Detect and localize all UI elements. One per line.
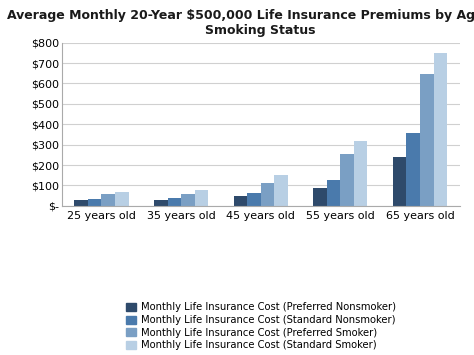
Legend: Monthly Life Insurance Cost (Preferred Nonsmoker), Monthly Life Insurance Cost (: Monthly Life Insurance Cost (Preferred N…	[126, 302, 396, 350]
Bar	[154, 200, 167, 206]
Bar	[327, 180, 340, 206]
Bar	[195, 190, 208, 206]
Bar	[406, 133, 420, 206]
Bar	[340, 154, 354, 206]
Bar	[393, 157, 406, 206]
Bar	[101, 194, 115, 206]
Bar	[74, 200, 88, 206]
Title: Average Monthly 20-Year $500,000 Life Insurance Premiums by Age and
Smoking Stat: Average Monthly 20-Year $500,000 Life In…	[7, 9, 474, 37]
Bar	[115, 192, 128, 206]
Bar	[274, 175, 288, 206]
Bar	[247, 193, 261, 206]
Bar	[420, 73, 434, 206]
Bar	[88, 199, 101, 206]
Bar	[234, 196, 247, 206]
Bar	[313, 188, 327, 206]
Bar	[434, 53, 447, 206]
Bar	[261, 183, 274, 206]
Bar	[167, 198, 181, 206]
Bar	[181, 194, 195, 206]
Bar	[354, 141, 367, 206]
